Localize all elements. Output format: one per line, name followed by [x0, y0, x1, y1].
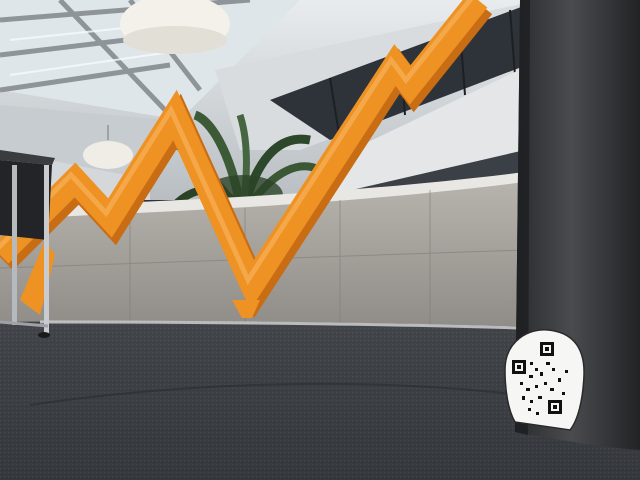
zigzag-sculpture [0, 0, 493, 318]
qr-code-sticker [504, 329, 585, 431]
carpet-floor [0, 320, 640, 480]
pendant-lamp [83, 0, 230, 169]
metal-side-table [0, 150, 55, 338]
